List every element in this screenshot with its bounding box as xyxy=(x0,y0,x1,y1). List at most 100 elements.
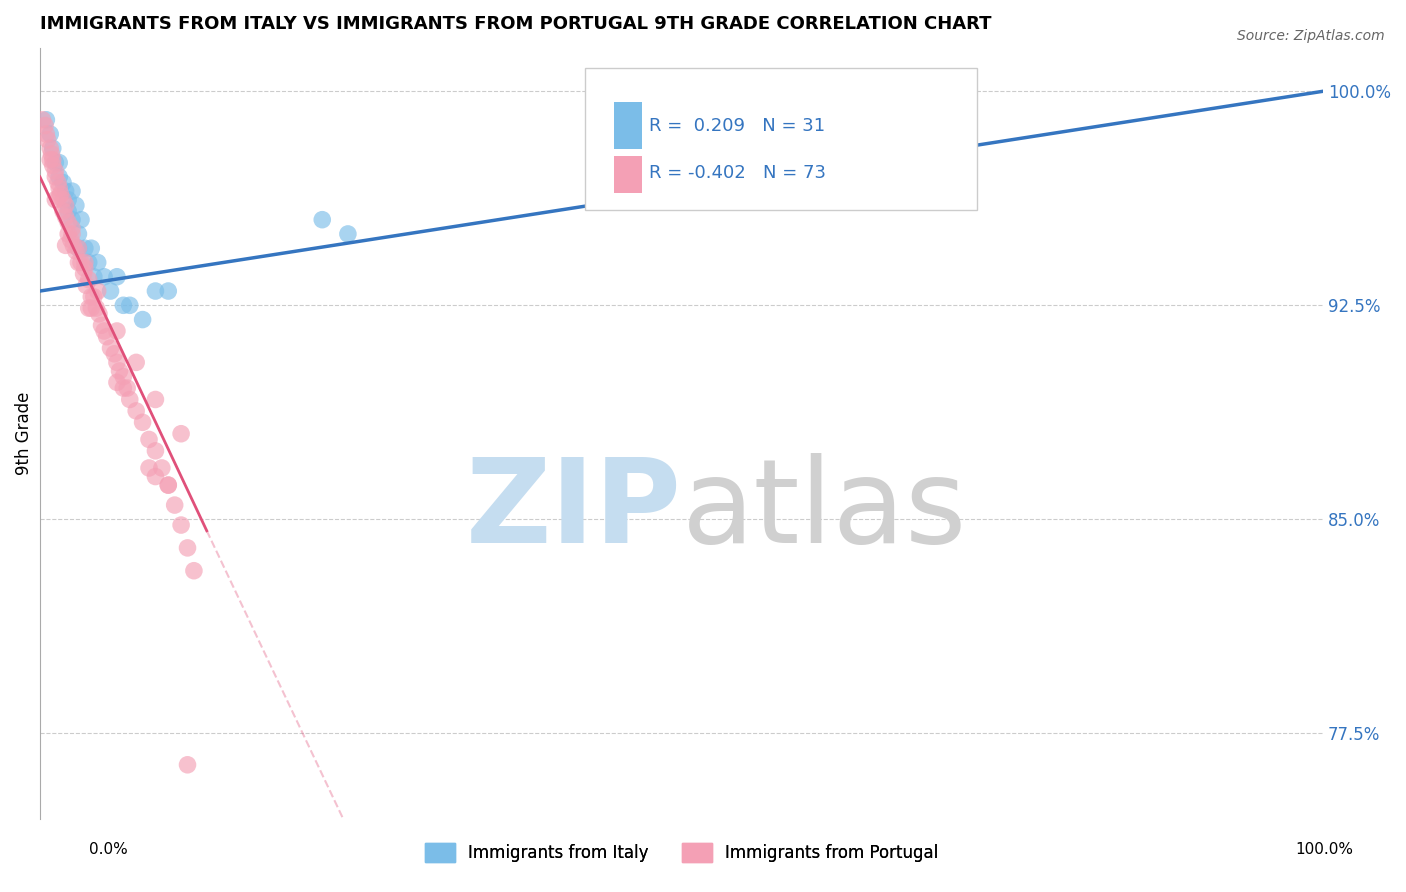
Point xyxy=(48,169,70,184)
Point xyxy=(72,267,94,281)
Point xyxy=(125,404,148,418)
Text: IMMIGRANTS FROM ITALY VS IMMIGRANTS FROM PORTUGAL 9TH GRADE CORRELATION CHART: IMMIGRANTS FROM ITALY VS IMMIGRANTS FROM… xyxy=(39,15,991,33)
Point xyxy=(80,241,103,255)
Point xyxy=(83,290,105,304)
Point xyxy=(170,426,193,441)
Point xyxy=(44,164,66,178)
Text: Source: ZipAtlas.com: Source: ZipAtlas.com xyxy=(1237,29,1385,43)
Point xyxy=(65,198,87,212)
Point xyxy=(96,329,118,343)
FancyBboxPatch shape xyxy=(585,68,977,211)
Point xyxy=(55,198,77,212)
Point xyxy=(65,244,87,258)
Point xyxy=(118,392,141,407)
FancyBboxPatch shape xyxy=(613,156,641,194)
Point xyxy=(34,119,56,133)
Point xyxy=(105,355,128,369)
Point xyxy=(103,347,125,361)
Point xyxy=(311,212,333,227)
Point xyxy=(31,112,53,127)
Point xyxy=(52,204,75,219)
Point xyxy=(48,155,70,169)
Point xyxy=(56,215,79,229)
Point xyxy=(67,227,90,241)
Point xyxy=(86,255,108,269)
Point xyxy=(105,269,128,284)
Point xyxy=(56,204,79,219)
Point xyxy=(73,241,96,255)
Point xyxy=(145,443,167,458)
Point xyxy=(176,541,198,555)
Point xyxy=(59,233,82,247)
Point xyxy=(80,290,103,304)
Point xyxy=(46,176,69,190)
Point xyxy=(163,498,186,512)
Point xyxy=(112,381,135,395)
Point xyxy=(60,227,83,241)
Point xyxy=(60,184,83,198)
Point xyxy=(44,155,66,169)
Point xyxy=(60,212,83,227)
Point xyxy=(93,324,115,338)
Point xyxy=(52,176,75,190)
Point xyxy=(55,238,77,252)
Point xyxy=(145,392,167,407)
Point xyxy=(39,153,62,167)
Point xyxy=(55,210,77,224)
Point xyxy=(183,564,205,578)
Point xyxy=(100,284,122,298)
Text: atlas: atlas xyxy=(682,453,967,568)
Point xyxy=(73,261,96,276)
Text: ZIP: ZIP xyxy=(465,453,682,568)
Point xyxy=(138,461,160,475)
Point xyxy=(112,298,135,312)
Point xyxy=(108,364,131,378)
Point xyxy=(105,376,128,390)
Point xyxy=(60,221,83,235)
Point xyxy=(67,255,90,269)
Point xyxy=(86,284,108,298)
Point xyxy=(39,127,62,141)
Point xyxy=(336,227,359,241)
Point xyxy=(176,757,198,772)
Text: 100.0%: 100.0% xyxy=(1295,842,1354,856)
Point xyxy=(56,193,79,207)
Point xyxy=(41,147,63,161)
Text: 0.0%: 0.0% xyxy=(89,842,128,856)
Point xyxy=(42,158,65,172)
Point xyxy=(62,238,84,252)
Point xyxy=(170,518,193,533)
Point xyxy=(145,284,167,298)
Point xyxy=(73,255,96,269)
Point xyxy=(75,278,97,293)
Point xyxy=(131,415,153,429)
Point xyxy=(77,301,100,315)
Point xyxy=(67,241,90,255)
Point xyxy=(39,141,62,155)
Text: R =  0.209   N = 31: R = 0.209 N = 31 xyxy=(650,117,825,135)
Point xyxy=(150,461,173,475)
Point xyxy=(80,301,103,315)
Point xyxy=(112,369,135,384)
Point xyxy=(70,212,93,227)
Point xyxy=(67,241,90,255)
Point xyxy=(42,141,65,155)
Point xyxy=(145,469,167,483)
Point xyxy=(87,307,110,321)
Point xyxy=(44,193,66,207)
Y-axis label: 9th Grade: 9th Grade xyxy=(15,392,32,475)
Point xyxy=(44,169,66,184)
Point xyxy=(35,112,58,127)
Point xyxy=(42,153,65,167)
Point xyxy=(93,269,115,284)
FancyBboxPatch shape xyxy=(613,103,641,149)
Point xyxy=(157,284,180,298)
Text: R = -0.402   N = 73: R = -0.402 N = 73 xyxy=(650,164,827,182)
Point xyxy=(48,181,70,195)
Point xyxy=(157,478,180,492)
Point xyxy=(35,127,58,141)
Point xyxy=(77,255,100,269)
Point xyxy=(56,227,79,241)
Point xyxy=(49,186,72,201)
Point xyxy=(83,269,105,284)
